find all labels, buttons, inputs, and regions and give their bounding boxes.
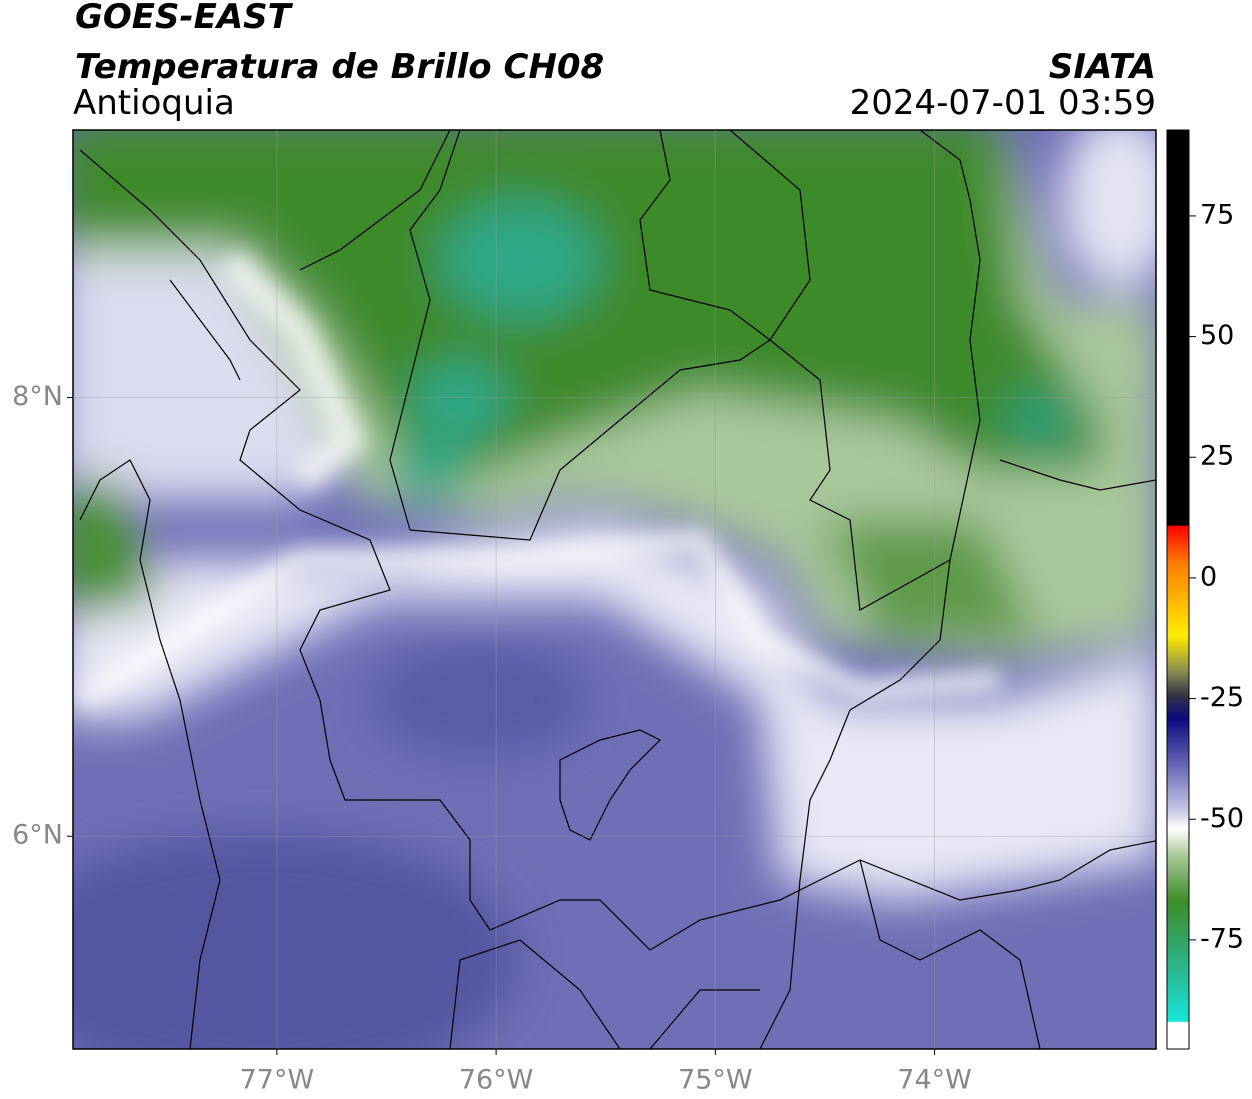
region: Antioquia bbox=[73, 83, 235, 123]
y-tick-label: 6°N bbox=[12, 820, 63, 851]
colorbar bbox=[1166, 129, 1190, 1050]
x-tick-label: 76°W bbox=[459, 1065, 534, 1096]
subtitle: Temperatura de Brillo CH08 bbox=[75, 47, 604, 87]
borders bbox=[79, 130, 1156, 1049]
colorbar-tick-label: -50 bbox=[1200, 803, 1244, 834]
title: GOES-EAST bbox=[75, 0, 294, 37]
colorbar-tick-label: 75 bbox=[1200, 199, 1234, 230]
x-tick-label: 75°W bbox=[678, 1065, 753, 1096]
colorbar-tick-label: 50 bbox=[1200, 320, 1234, 351]
source: SIATA bbox=[1049, 47, 1156, 87]
colorbar-tick-label: 25 bbox=[1200, 441, 1234, 472]
colorbar-tick-label: -75 bbox=[1200, 923, 1244, 954]
y-tick-label: 8°N bbox=[12, 381, 63, 412]
x-tick-label: 74°W bbox=[897, 1065, 972, 1096]
map-frame bbox=[72, 129, 1157, 1050]
timestamp: 2024-07-01 03:59 bbox=[850, 83, 1156, 123]
x-tick-label: 77°W bbox=[240, 1065, 315, 1096]
colorbar-tick-label: 0 bbox=[1200, 561, 1217, 592]
satellite-image bbox=[73, 130, 1156, 1049]
colorbar-tick-label: -25 bbox=[1200, 682, 1244, 713]
